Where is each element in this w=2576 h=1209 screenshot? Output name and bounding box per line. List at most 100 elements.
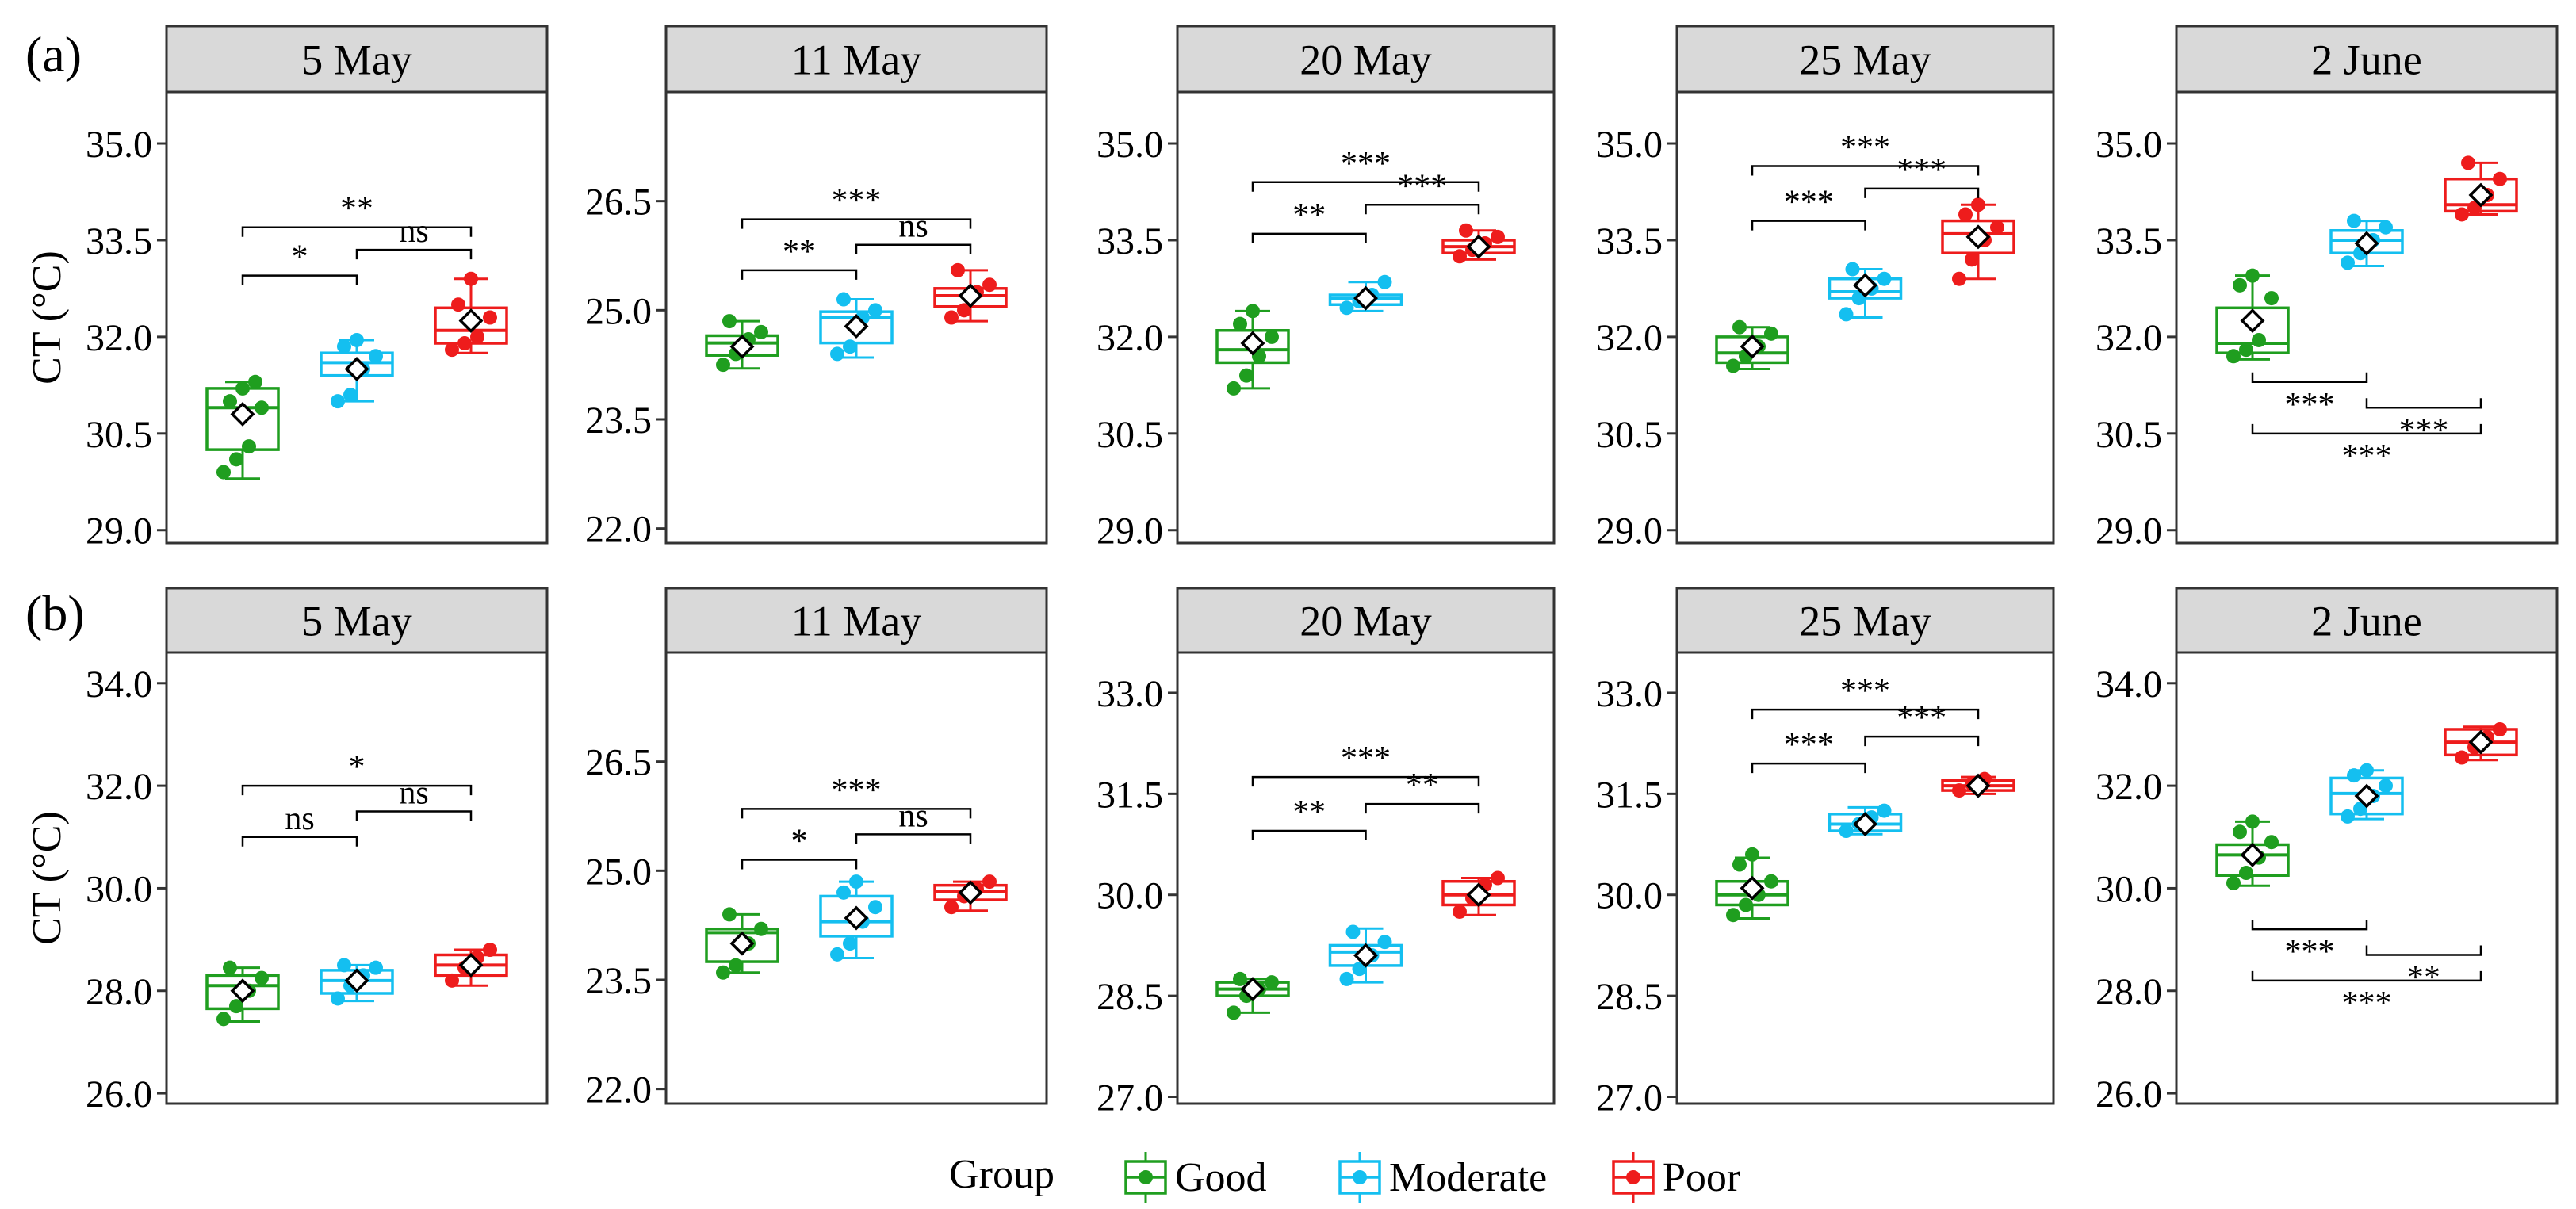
mean-diamond xyxy=(1965,224,1991,250)
mean-diamond xyxy=(1740,875,1765,901)
mean-diamond xyxy=(1965,773,1991,798)
legend-key-good: Good xyxy=(1124,1152,1267,1203)
data-point xyxy=(369,349,383,364)
data-point xyxy=(1845,262,1860,277)
data-point xyxy=(445,973,459,988)
significance-bracket: *** xyxy=(2251,920,2368,970)
significance-bracket: ** xyxy=(1251,794,1367,841)
significance-label: * xyxy=(292,239,308,276)
significance-bracket: *** xyxy=(1751,129,1980,176)
significance-label: ** xyxy=(1292,197,1326,234)
y-tick-label: 23.5 xyxy=(585,400,652,442)
data-point xyxy=(369,960,383,975)
facet-strip xyxy=(664,587,1048,654)
data-point xyxy=(1265,975,1279,990)
significance-bracket: *** xyxy=(1365,168,1480,215)
facet-strip xyxy=(165,25,549,94)
significance-bracket: *** xyxy=(1251,740,1480,787)
significance-label: * xyxy=(791,824,808,860)
bracket-line xyxy=(1251,232,1367,243)
y-tick-label: 30.0 xyxy=(1596,875,1663,917)
data-point xyxy=(722,907,737,922)
box-good xyxy=(2215,814,2290,890)
box-moderate xyxy=(819,292,894,362)
mean-diamond xyxy=(2240,308,2265,334)
y-axis-label: CT (°C) xyxy=(25,811,70,945)
y-tick-label: 22.0 xyxy=(585,1069,652,1111)
row-label: (b) xyxy=(25,585,85,641)
data-point xyxy=(1877,803,1892,818)
box-moderate xyxy=(819,874,894,962)
data-point xyxy=(868,900,882,915)
mean-diamond xyxy=(1740,334,1765,359)
box-good xyxy=(705,314,779,373)
panel-11-may: 11 May 22.0 23.5 25.0 26.5 ** ns *** xyxy=(585,25,1048,551)
mean-diamond xyxy=(2354,783,2379,809)
significance-label: *** xyxy=(1840,129,1890,166)
row-b: (b) CT (°C) 5 May 26.0 28.0 30.0 32.0 34.0 ns ns *… xyxy=(25,585,2559,1119)
data-point xyxy=(331,991,345,1006)
facet-title: 25 May xyxy=(1799,598,1931,645)
data-point xyxy=(1971,197,1985,212)
mean-diamond xyxy=(2468,729,2494,755)
data-point xyxy=(722,314,737,329)
mean-diamond xyxy=(458,952,484,978)
y-tick-label: 28.5 xyxy=(1596,976,1663,1018)
data-point xyxy=(2461,155,2475,170)
y-tick-label: 33.0 xyxy=(1097,673,1163,715)
facet-title: 5 May xyxy=(301,598,411,645)
data-point xyxy=(830,346,844,362)
data-point xyxy=(951,262,965,277)
plot-frame xyxy=(2175,90,2559,545)
data-point xyxy=(337,958,351,973)
data-point xyxy=(1339,971,1354,986)
mean-diamond xyxy=(1240,331,1265,356)
data-point xyxy=(464,271,478,286)
y-tick-label: 33.5 xyxy=(1097,220,1163,262)
data-point xyxy=(2341,809,2355,824)
y-tick-label: 33.5 xyxy=(86,220,152,262)
significance-bracket: ns xyxy=(355,213,473,260)
bracket-line xyxy=(1751,762,1866,774)
data-point xyxy=(1377,274,1392,289)
y-tick-label: 25.0 xyxy=(585,851,652,893)
bracket-line xyxy=(2365,398,2482,409)
legend: Group Good Moderate Poor xyxy=(949,1152,1740,1203)
data-point xyxy=(255,970,269,985)
mean-diamond xyxy=(458,308,484,334)
significance-label: ** xyxy=(1406,767,1439,804)
y-tick-label: 26.0 xyxy=(2096,1073,2162,1115)
data-point xyxy=(1739,897,1753,912)
data-point xyxy=(248,374,262,389)
box-good xyxy=(205,374,280,480)
legend-key-moderate: Moderate xyxy=(1338,1152,1547,1203)
data-point xyxy=(2252,332,2266,347)
data-point xyxy=(754,921,768,936)
legend-label: Moderate xyxy=(1389,1155,1547,1200)
data-point xyxy=(1339,300,1354,316)
bracket-line xyxy=(1751,708,1980,720)
plot-frame xyxy=(165,651,549,1105)
mean-diamond xyxy=(1240,977,1265,1002)
y-tick-label: 35.0 xyxy=(2096,124,2162,166)
data-point xyxy=(1227,1005,1241,1020)
significance-label: ns xyxy=(898,798,928,834)
box-moderate xyxy=(320,332,394,409)
bracket-line xyxy=(2251,970,2482,982)
significance-bracket: ns xyxy=(855,209,972,254)
mean-diamond xyxy=(230,978,255,1004)
data-point xyxy=(2226,349,2241,364)
plot-frame xyxy=(165,90,549,545)
facet-strip xyxy=(1176,25,1556,94)
mean-diamond xyxy=(344,968,369,993)
legend-point xyxy=(1626,1170,1640,1184)
significance-label: *** xyxy=(2285,387,2335,423)
data-point xyxy=(1459,223,1473,238)
bracket-line xyxy=(1365,204,1480,215)
data-point xyxy=(1227,381,1241,396)
data-point xyxy=(1839,307,1854,322)
significance-bracket: *** xyxy=(1251,146,1480,192)
